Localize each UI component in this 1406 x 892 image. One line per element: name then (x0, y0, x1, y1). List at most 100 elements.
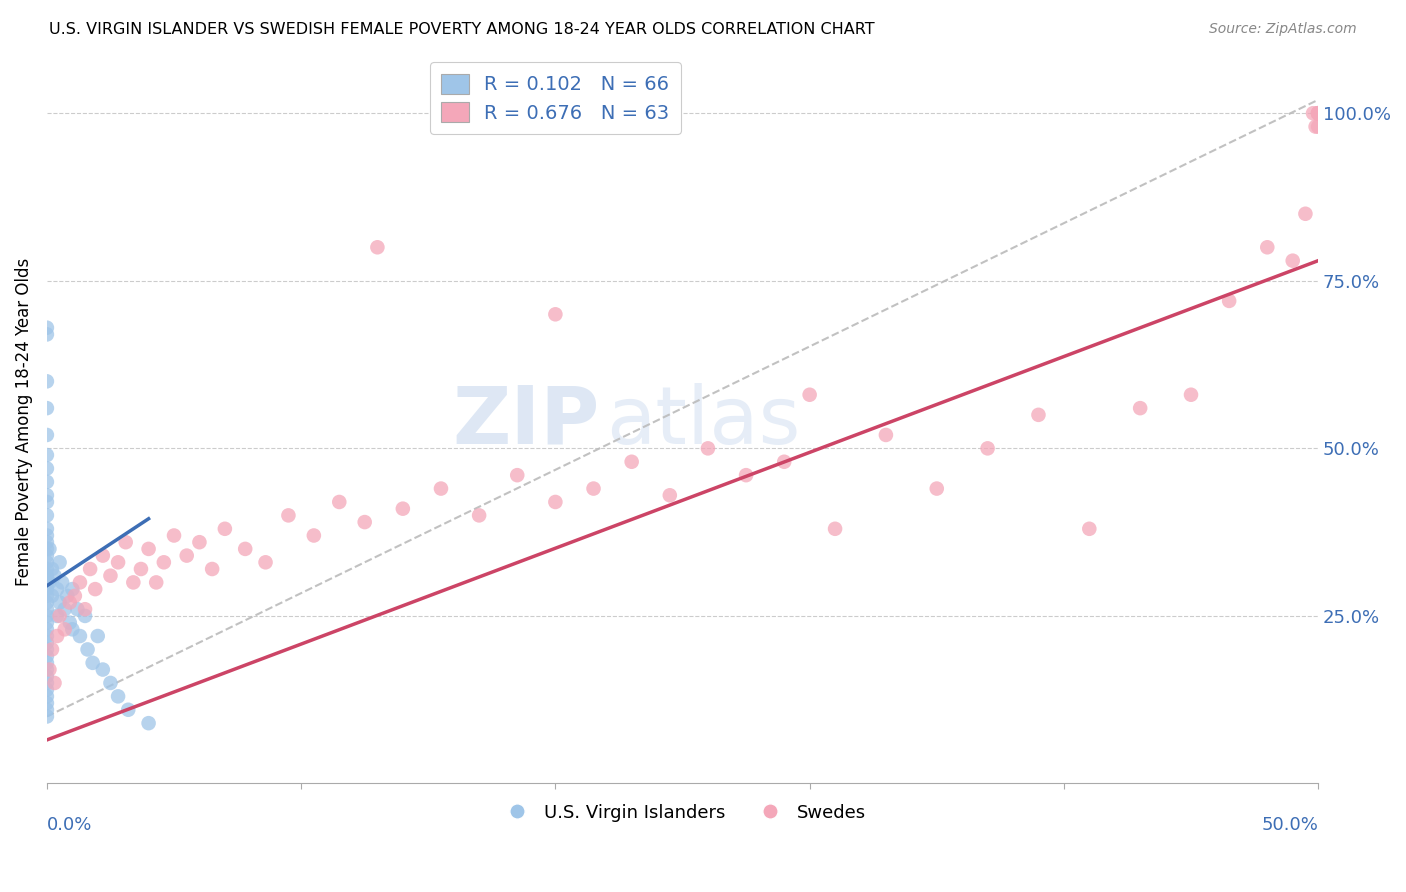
Point (35, 508, 58, 523)
Point (41, 562, 63, 576)
Point (35, 488, 58, 502)
Point (582, 482, 605, 496)
Point (41, 642, 63, 657)
Point (35, 320, 58, 334)
Point (1308, 106, 1330, 120)
Point (1281, 253, 1303, 268)
Point (35, 636, 58, 650)
Point (658, 488, 681, 502)
Point (69, 629, 91, 643)
Point (35, 461, 58, 475)
Point (82, 656, 104, 670)
Point (91, 549, 114, 563)
Point (35, 589, 58, 603)
Point (35, 575, 58, 590)
Point (48, 608, 70, 623)
Point (1129, 401, 1152, 416)
Point (35, 690, 58, 704)
Point (1078, 522, 1101, 536)
Point (73, 602, 96, 616)
Text: ZIP: ZIP (453, 383, 600, 460)
Point (176, 549, 198, 563)
Point (48, 595, 70, 609)
Point (506, 468, 529, 483)
Point (35, 669, 58, 683)
Point (35, 656, 58, 670)
Text: 50.0%: 50.0% (1261, 816, 1319, 834)
Point (91, 663, 114, 677)
Point (392, 501, 415, 516)
Point (1308, 106, 1330, 120)
Point (59, 615, 82, 630)
Point (1028, 408, 1050, 422)
Point (145, 575, 167, 590)
Point (366, 240, 388, 254)
Point (35, 709, 58, 723)
Point (1308, 106, 1330, 120)
Point (73, 608, 96, 623)
Point (35, 602, 58, 616)
Point (35, 703, 58, 717)
Point (1308, 106, 1330, 120)
Point (35, 327, 58, 342)
Text: U.S. VIRGIN ISLANDER VS SWEDISH FEMALE POVERTY AMONG 18-24 YEAR OLDS CORRELATION: U.S. VIRGIN ISLANDER VS SWEDISH FEMALE P… (49, 22, 875, 37)
Point (1308, 106, 1330, 120)
Point (976, 442, 998, 456)
Text: Source: ZipAtlas.com: Source: ZipAtlas.com (1209, 22, 1357, 37)
Point (35, 401, 58, 416)
Point (107, 690, 129, 704)
Point (35, 676, 58, 690)
Point (1256, 240, 1278, 254)
Point (46, 629, 69, 643)
Point (79, 562, 101, 576)
Point (188, 535, 211, 549)
Point (66, 602, 89, 616)
Point (84, 582, 107, 596)
Point (117, 703, 139, 717)
Point (353, 515, 375, 529)
Point (254, 555, 277, 569)
Point (824, 522, 846, 536)
Point (60, 623, 83, 637)
Point (51, 575, 73, 590)
Point (35, 682, 58, 697)
Point (35, 522, 58, 536)
Point (1305, 120, 1327, 134)
Point (544, 307, 567, 321)
Point (35, 615, 58, 630)
Point (799, 388, 821, 402)
Point (875, 428, 897, 442)
Point (53, 602, 76, 616)
Point (1218, 293, 1240, 308)
Point (35, 649, 58, 664)
Point (1294, 207, 1316, 221)
Point (1308, 120, 1330, 134)
Point (35, 629, 58, 643)
Point (35, 595, 58, 609)
Point (214, 522, 236, 536)
Point (697, 442, 720, 456)
Point (328, 495, 350, 509)
Point (35, 495, 58, 509)
Point (38, 575, 60, 590)
Point (35, 374, 58, 388)
Point (735, 468, 758, 483)
Legend: U.S. Virgin Islanders, Swedes: U.S. Virgin Islanders, Swedes (491, 797, 873, 829)
Point (53, 623, 76, 637)
Point (46, 582, 69, 596)
Point (201, 562, 224, 576)
Point (59, 595, 82, 609)
Point (468, 508, 491, 523)
Point (138, 541, 160, 556)
Point (46, 608, 69, 623)
Point (69, 575, 91, 590)
Point (35, 582, 58, 596)
Point (35, 568, 58, 582)
Point (35, 696, 58, 710)
Point (544, 495, 567, 509)
Point (35, 448, 58, 462)
Point (35, 663, 58, 677)
Text: atlas: atlas (606, 383, 800, 460)
Point (41, 589, 63, 603)
Point (38, 663, 60, 677)
